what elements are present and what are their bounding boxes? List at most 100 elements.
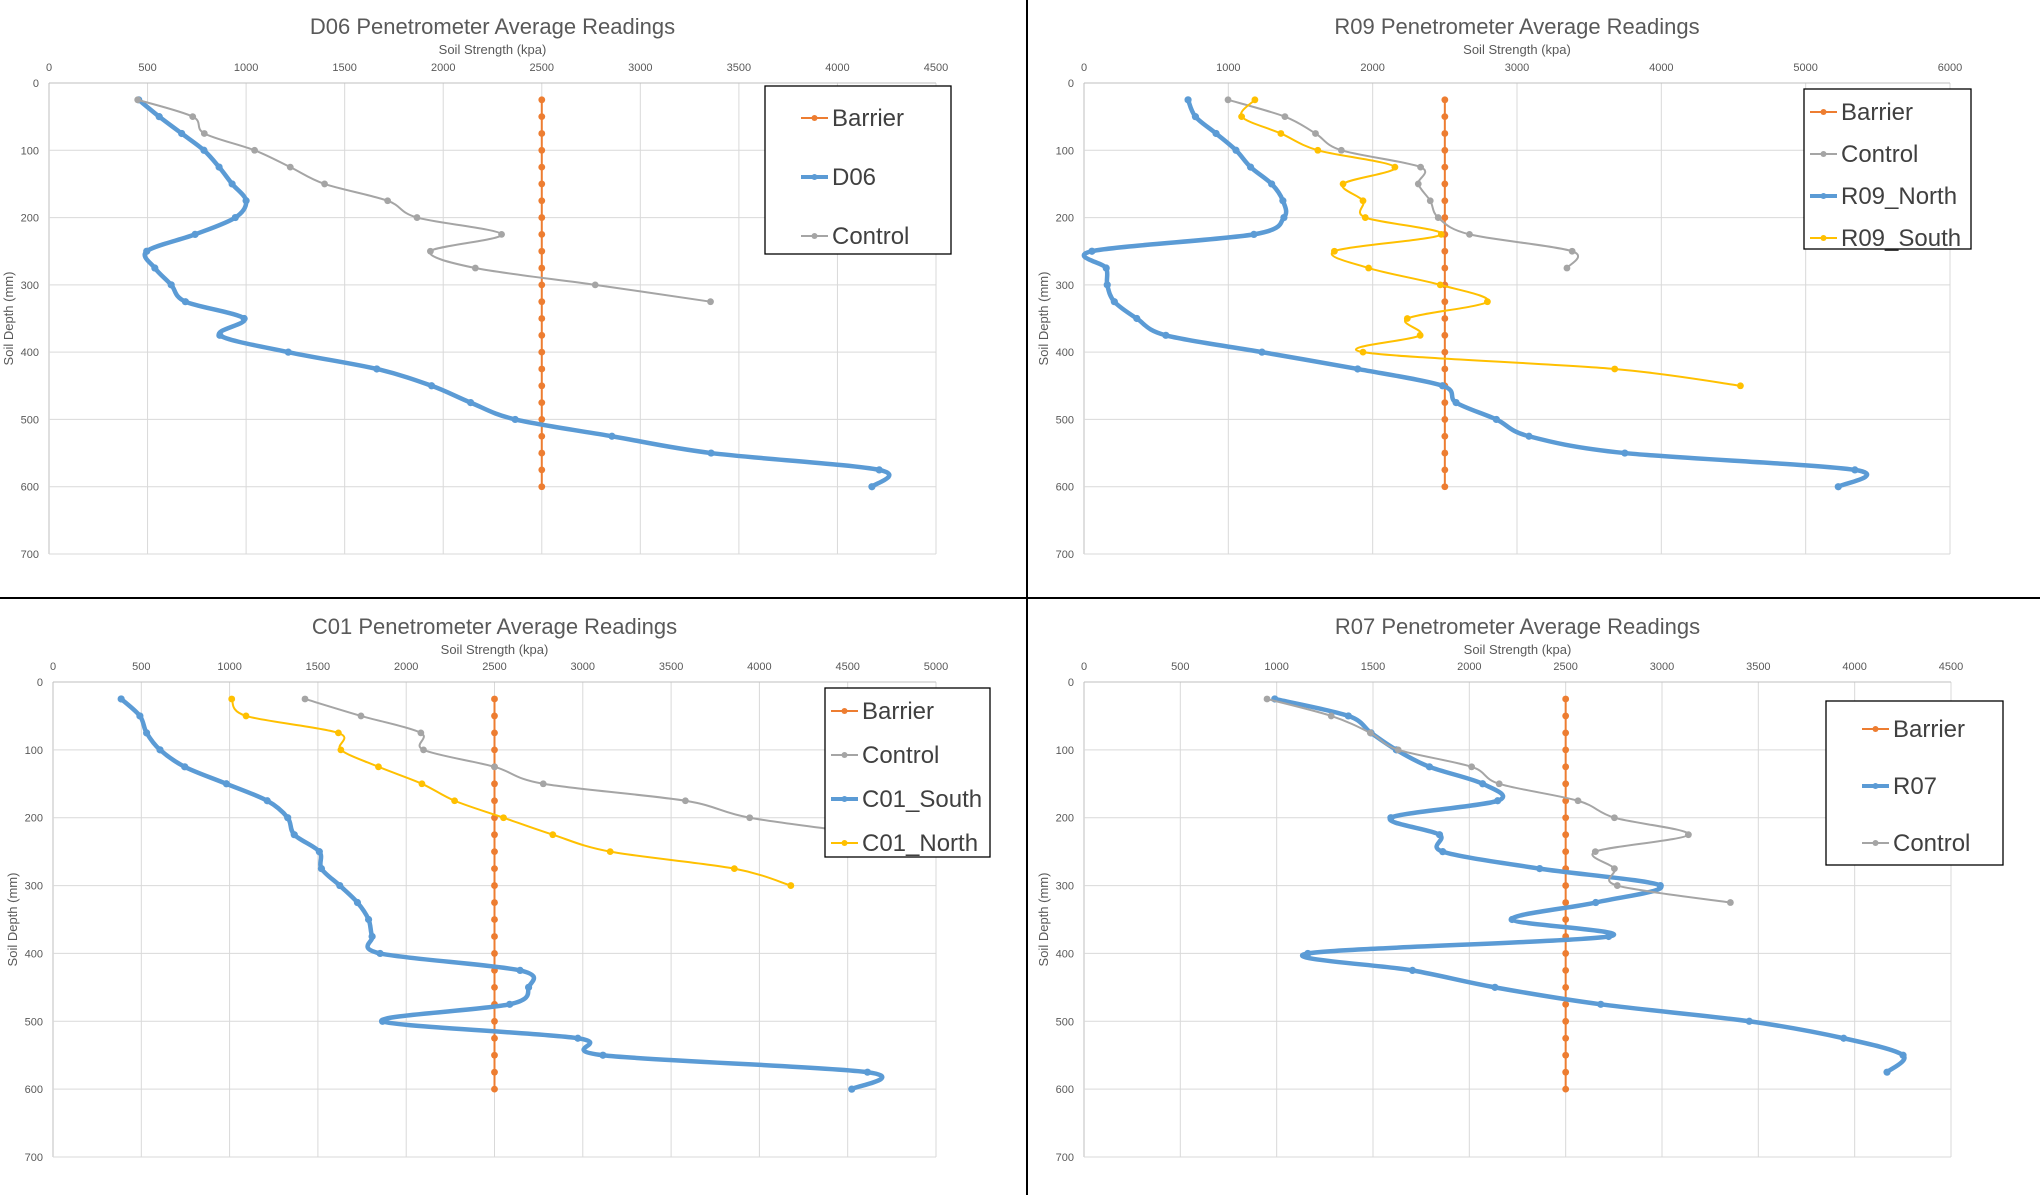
data-point: [231, 213, 239, 222]
data-point: [491, 746, 498, 754]
data-point: [1359, 197, 1367, 205]
data-point: [384, 197, 392, 205]
data-point: [413, 214, 421, 221]
data-point: [1133, 314, 1141, 323]
data-point: [1468, 763, 1476, 771]
data-point: [1277, 130, 1285, 137]
x-tick-label: 3500: [727, 62, 751, 74]
legend-label: Barrier: [1893, 716, 1965, 743]
y-tick-label: 0: [33, 78, 39, 90]
data-point: [1304, 949, 1312, 958]
x-axis-label: Soil Strength (kpa): [1464, 642, 1572, 657]
data-point: [1840, 1034, 1848, 1042]
data-point: [1508, 915, 1516, 924]
data-point: [1562, 983, 1570, 991]
data-point: [1246, 163, 1255, 171]
legend-item: Control: [801, 223, 909, 250]
data-point: [538, 416, 546, 423]
x-tick-label: 1000: [217, 661, 241, 673]
y-tick-label: 400: [1056, 948, 1074, 960]
data-point: [181, 763, 189, 771]
legend-marker-icon: [811, 233, 818, 239]
chart-title: C01 Penetrometer Average Readings: [312, 614, 677, 639]
legend-label: Control: [1893, 830, 1970, 857]
legend-item: Barrier: [1810, 99, 1913, 126]
data-point: [516, 966, 524, 974]
x-tick-label: 2000: [1360, 62, 1384, 74]
x-tick-label: 2500: [530, 62, 554, 74]
data-point: [364, 915, 373, 924]
data-point: [1484, 298, 1491, 306]
data-point: [538, 163, 546, 171]
data-point: [143, 247, 151, 255]
data-point: [1562, 763, 1570, 771]
data-point: [1441, 331, 1449, 339]
x-tick-label: 1000: [1264, 661, 1288, 673]
series-line: [1239, 98, 1742, 387]
data-point: [420, 746, 427, 754]
data-point: [1438, 382, 1447, 390]
y-tick-label: 300: [25, 881, 43, 893]
legend-label: Barrier: [862, 698, 934, 725]
data-point: [1436, 281, 1444, 289]
x-tick-label: 0: [1081, 62, 1087, 74]
data-point: [1263, 695, 1271, 703]
data-point: [151, 264, 159, 272]
data-point: [1441, 113, 1449, 121]
data-point: [491, 1017, 498, 1025]
legend-marker-icon: [1872, 840, 1879, 846]
data-point: [1441, 449, 1449, 457]
legend-item: Control: [831, 742, 939, 769]
data-point: [538, 281, 546, 289]
y-tick-label: 700: [1056, 1152, 1074, 1164]
data-point: [1103, 281, 1111, 289]
data-point: [538, 432, 546, 440]
data-point: [606, 848, 614, 856]
data-point: [538, 399, 546, 407]
data-point: [1251, 96, 1259, 104]
data-point: [1366, 729, 1374, 737]
data-point: [1899, 1051, 1907, 1059]
data-point: [1441, 483, 1449, 491]
data-point: [1312, 130, 1319, 137]
data-point: [284, 348, 292, 356]
data-point: [1562, 1085, 1570, 1093]
chart-r09: R09 Penetrometer Average Readings Soil S…: [1036, 14, 1972, 561]
data-point: [1656, 881, 1664, 890]
data-point: [599, 1051, 607, 1059]
data-point: [200, 146, 208, 154]
series-r09-south: [1238, 96, 1744, 390]
data-point: [1562, 966, 1570, 974]
y-tick-label: 300: [1056, 280, 1074, 292]
series-control: [1263, 695, 1734, 906]
legend-box: [1803, 88, 1972, 250]
data-point: [491, 899, 498, 906]
legend: Barrier Control R09_North R09_South: [1803, 88, 1972, 252]
legend-label: C01_North: [862, 830, 978, 857]
data-point: [284, 814, 292, 822]
x-tick-label: 0: [50, 661, 56, 673]
data-point: [538, 331, 546, 339]
legend: Barrier Control C01_South C01_North: [824, 687, 991, 858]
chart-title: R07 Penetrometer Average Readings: [1335, 614, 1700, 639]
data-point: [189, 113, 197, 121]
data-point: [1562, 899, 1570, 906]
legend-item: Barrier: [801, 105, 904, 132]
data-point: [491, 797, 498, 805]
data-point: [1344, 712, 1352, 720]
data-point: [353, 898, 362, 907]
data-point: [1331, 247, 1338, 255]
data-point: [1337, 146, 1345, 154]
data-point: [538, 214, 546, 221]
data-point: [1441, 432, 1449, 440]
data-point: [334, 729, 342, 737]
data-point: [539, 780, 547, 788]
data-point: [491, 1034, 498, 1042]
data-point: [538, 264, 546, 272]
data-point: [1354, 365, 1362, 373]
data-point: [538, 365, 546, 373]
y-tick-label: 400: [21, 347, 39, 359]
data-point: [215, 163, 223, 171]
data-point: [491, 831, 498, 839]
legend-marker-icon: [1820, 109, 1827, 115]
